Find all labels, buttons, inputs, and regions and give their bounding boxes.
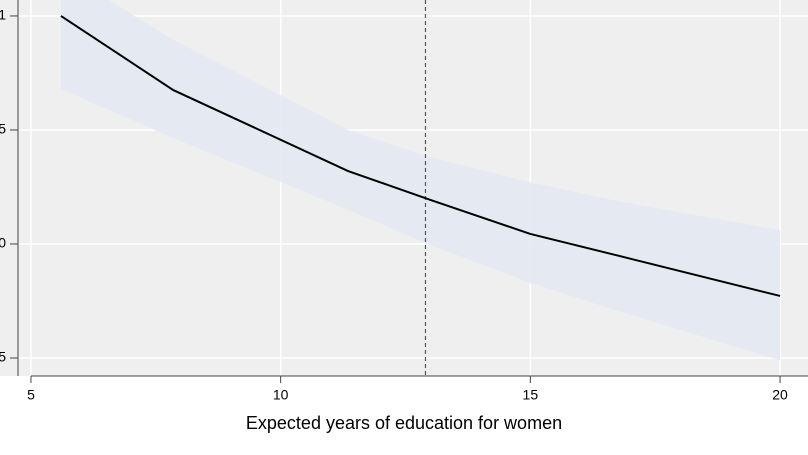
x-tick-label: 15: [523, 387, 539, 403]
confidence-band: [60, 0, 781, 361]
line: [60, 15, 781, 297]
plot-area: [18, 0, 808, 376]
x-tick-label: 20: [772, 387, 788, 403]
x-axis-title: Expected years of education for women: [246, 413, 562, 433]
x-tick-label: 10: [273, 387, 289, 403]
y-tick-label: 0: [0, 235, 6, 251]
y-tick-label: .5: [0, 121, 6, 137]
y-tick-label: -.5: [0, 349, 6, 365]
y-tick-label: 1: [0, 7, 6, 23]
x-tick-label: 5: [27, 387, 35, 403]
